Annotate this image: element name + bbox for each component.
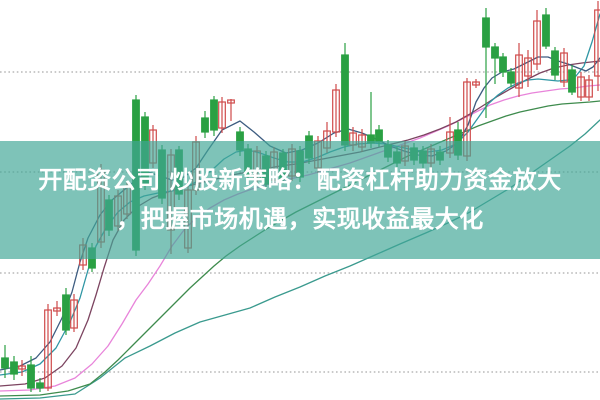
ma-line-ma-pink [0, 84, 600, 392]
ma-line-ma-fast-blue [0, 56, 600, 371]
ma-line-ma-maroon [0, 60, 600, 387]
ma-line-ma-mid-teal [0, 13, 600, 376]
